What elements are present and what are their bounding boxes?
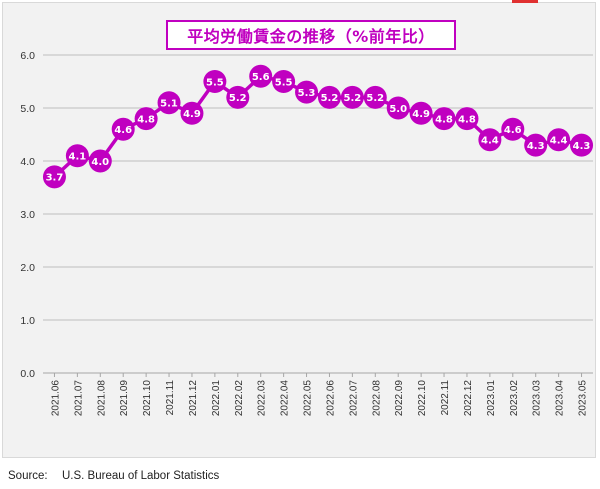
x-tick-label: 2022.02 [234, 380, 245, 417]
data-point [203, 70, 227, 93]
data-label: 4.6 [504, 125, 522, 136]
x-tick-label: 2023.04 [555, 380, 566, 417]
data-point [570, 133, 594, 157]
data-label: 5.6 [252, 72, 270, 83]
data-label: 5.2 [344, 93, 362, 104]
data-label: 5.1 [160, 99, 178, 110]
data-point [501, 117, 525, 141]
data-label: 4.4 [550, 136, 568, 147]
data-point [340, 85, 364, 109]
x-tick-label: 2022.01 [211, 380, 222, 417]
x-tick-label: 2022.12 [463, 380, 474, 417]
gridlines [43, 54, 593, 374]
data-point [42, 165, 66, 189]
data-point [455, 107, 479, 131]
data-point [409, 101, 433, 125]
x-tick-label: 2022.04 [280, 380, 291, 417]
x-tick-label: 2021.11 [165, 380, 176, 416]
y-tick-label: 6.0 [20, 50, 35, 62]
data-label: 4.1 [69, 152, 87, 163]
x-tick-label: 2023.05 [578, 380, 589, 417]
data-label: 4.0 [91, 157, 109, 168]
data-label: 4.4 [481, 136, 499, 147]
line-chart: 0.0 1.0 2.0 3.0 4.0 5.0 6.0 2021.06 2021.07 2021.… [20, 50, 594, 416]
data-label: 4.8 [435, 114, 453, 125]
data-label: 4.6 [114, 125, 132, 136]
data-label: 4.9 [412, 109, 430, 120]
data-point [65, 144, 89, 168]
y-tick-label: 5.0 [20, 103, 35, 115]
series-wage-growth: 3.7 4.1 4.0 4.6 4.8 5.1 4.9 5.5 5.2 5.6 5.5 5.3 5.2 5… [42, 64, 594, 189]
data-point [111, 117, 135, 141]
data-label: 4.9 [183, 109, 201, 120]
x-tick-label: 2022.03 [257, 380, 268, 417]
x-tick-label: 2023.01 [486, 380, 497, 417]
data-label: 4.3 [573, 141, 591, 152]
chart-area: 0.0 1.0 2.0 3.0 4.0 5.0 6.0 2021.06 2021.07 2021.… [2, 2, 596, 458]
data-point [547, 128, 571, 152]
data-point [363, 85, 387, 109]
x-tick-label: 2022.10 [417, 380, 428, 417]
source-text: U.S. Bureau of Labor Statistics [62, 470, 220, 482]
x-tick-label: 2022.11 [440, 380, 451, 416]
data-label: 4.8 [137, 114, 155, 125]
x-tick-label: 2022.08 [371, 380, 382, 417]
y-tick-label: 1.0 [20, 315, 35, 327]
data-point [317, 85, 341, 109]
source-note: Source: U.S. Bureau of Labor Statistics [8, 470, 219, 482]
y-tick-label: 4.0 [20, 156, 35, 168]
x-tick-label: 2021.06 [50, 380, 61, 417]
data-point [226, 85, 250, 109]
x-tick-label: 2021.08 [96, 380, 107, 417]
data-label: 5.2 [229, 93, 247, 104]
data-label: 4.3 [527, 141, 545, 152]
data-point [432, 107, 456, 131]
data-label: 5.3 [298, 88, 316, 99]
y-tick-label: 3.0 [20, 209, 35, 221]
data-label: 4.8 [458, 114, 476, 125]
y-tick-label: 2.0 [20, 262, 35, 274]
data-point [295, 80, 319, 104]
data-label: 5.0 [389, 104, 407, 115]
x-tick-label: 2022.09 [394, 380, 405, 417]
x-tick-label: 2021.07 [73, 380, 84, 417]
x-tick-label: 2023.02 [509, 380, 520, 417]
data-point [478, 128, 502, 152]
data-point [386, 96, 410, 120]
data-point [249, 64, 273, 88]
data-point [88, 149, 112, 173]
data-label: 5.2 [366, 93, 384, 104]
data-label: 5.2 [321, 93, 339, 104]
data-point [272, 70, 296, 93]
x-tick-label: 2021.09 [119, 380, 130, 417]
data-label: 5.5 [206, 77, 224, 88]
x-tick-label: 2023.03 [532, 380, 543, 417]
x-tick-label: 2022.06 [325, 380, 336, 417]
chart-title: 平均労働賃金の推移（%前年比） [166, 20, 456, 50]
data-point [157, 91, 181, 115]
data-point [134, 107, 158, 131]
x-tick-label: 2021.12 [188, 380, 199, 417]
y-tick-label: 0.0 [20, 368, 35, 380]
data-label: 5.5 [275, 77, 293, 88]
data-point [180, 101, 204, 125]
x-tick-label: 2022.05 [303, 380, 314, 417]
data-point [524, 133, 548, 157]
x-tick-label: 2022.07 [348, 380, 359, 417]
source-label: Source: [8, 470, 48, 482]
axes: 0.0 1.0 2.0 3.0 4.0 5.0 6.0 2021.06 2021.07 2021.… [20, 50, 588, 416]
x-tick-label: 2021.10 [142, 380, 153, 417]
data-label: 3.7 [46, 173, 64, 184]
corner-mark [512, 0, 538, 3]
